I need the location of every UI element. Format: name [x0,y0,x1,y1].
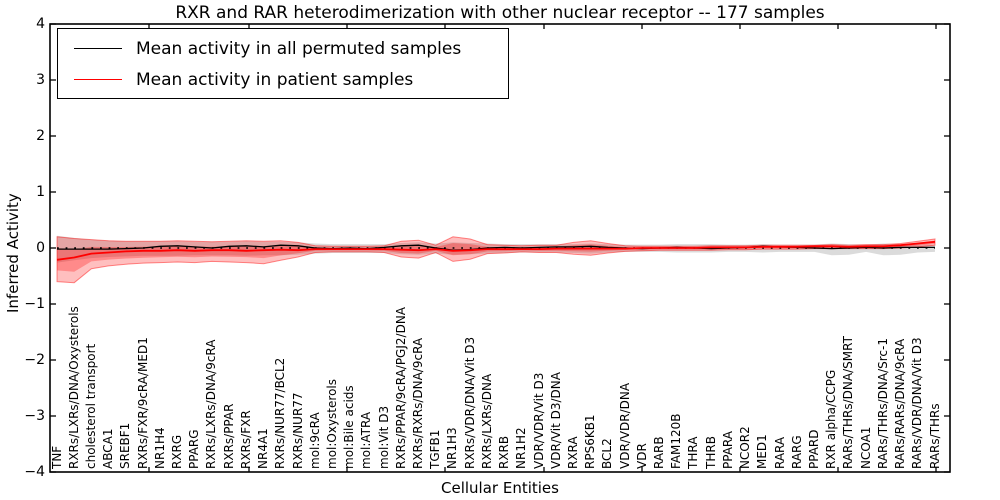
x-tick-label: SREBF1 [118,422,133,469]
x-tick-label: RXRs/NUR77/BCL2 [273,357,288,469]
legend-label-patient: Mean activity in patient samples [136,69,414,90]
x-tick-label: RXRs/FXR [238,410,253,469]
x-tick-label: RXRs/PPAR/9cRA/PGJ2/DNA [393,307,408,469]
x-tick-label: RXRs/VDR/DNA/Vit D3 [462,336,477,469]
legend-entry-patient: Mean activity in patient samples [58,64,508,95]
y-tick-label: 4 [36,16,45,32]
y-tick-label: 3 [36,72,45,88]
x-tick-label: RARG [789,435,804,469]
y-tick-label: −1 [24,296,45,312]
x-tick-label: PPARD [806,429,821,470]
chart-title: RXR and RAR heterodimerization with othe… [175,3,825,23]
x-tick-label: mol:Oxysterols [324,379,339,469]
x-tick-label: cholesterol transport [83,343,98,469]
x-tick-label: ABCA1 [101,428,116,469]
x-tick-label: NR1H3 [445,427,460,469]
x-tick-label: NR4A1 [256,428,271,469]
legend-entry-permuted: Mean activity in all permuted samples [58,33,508,64]
x-tick-label: RARs/THRs [927,403,942,469]
legend: Mean activity in all permuted samples Me… [57,28,509,99]
x-tick-label: mol:Bile acids [342,385,357,469]
x-axis-label: Cellular Entities [441,479,559,497]
x-tick-label: RXRs/LXRs/DNA/Oxysterols [66,306,81,469]
legend-line-red-icon [74,79,122,80]
y-tick-label: −2 [24,352,45,368]
legend-label-permuted: Mean activity in all permuted samples [136,38,462,59]
x-tick-label: RARs/RARs/DNA/9cRA [893,338,908,469]
x-tick-label: PPARA [720,431,735,469]
x-tick-label: RXRs/LXRs/DNA/9cRA [204,339,219,470]
x-tick-label: RXRs/RXRs/DNA/9cRA [411,337,426,469]
x-tick-label: NCOA1 [858,426,873,469]
x-tick-label: RARs/THRs/DNA/Src-1 [875,338,890,469]
legend-line-black-icon [74,48,122,49]
x-tick-label: mol:Vit D3 [376,405,391,469]
x-tick-label: RARA [772,436,787,469]
x-tick-label: RXRB [497,435,512,469]
x-tick-label: VDR/Vit D3/DNA [548,372,563,469]
x-tick-label: VDR [634,443,649,469]
x-tick-label: RXRs/LXRs/DNA [479,373,494,469]
x-tick-label: THRB [703,436,718,469]
x-tick-label: NCOR2 [738,426,753,469]
x-tick-label: NR1H2 [514,427,529,469]
x-tick-label: RXRs/NUR77 [290,392,305,469]
x-tick-label: RXRs/FXR/9cRA/MED1 [135,337,150,469]
x-tick-label: MED1 [755,434,770,469]
x-tick-label: FAM120B [669,413,684,470]
x-tick-label: THRA [686,436,701,469]
x-tick-label: TGFB1 [428,429,443,469]
y-tick-label: −3 [24,408,45,424]
x-tick-label: NR1H4 [152,427,167,469]
x-tick-label: mol:ATRA [359,411,374,469]
x-tick-label: VDR/VDR/Vit D3 [531,372,546,469]
x-tick-label: PPARG [187,429,202,469]
x-tick-label: RXR alpha/CCPG [824,369,839,469]
x-tick-label: RXRA [565,436,580,469]
x-tick-label: RPS6KB1 [583,414,598,469]
x-tick-label: RXRs/PPAR [221,403,236,469]
x-tick-label: RARB [652,436,667,469]
x-tick-label: VDR/VDR/DNA [617,382,632,469]
x-tick-label: RARs/THRs/DNA/SMRT [841,336,856,469]
x-tick-label: BCL2 [600,438,615,469]
y-tick-label: 2 [36,128,45,144]
y-tick-label: −4 [24,464,45,480]
x-tick-label: mol:9cRA [307,412,322,469]
x-tick-label: RXRG [170,434,184,469]
x-tick-label: RARs/VDR/DNA/Vit D3 [910,337,925,469]
y-tick-label: 1 [36,184,45,200]
x-tick-label: TNF [49,445,64,469]
y-tick-label: 0 [36,240,45,256]
